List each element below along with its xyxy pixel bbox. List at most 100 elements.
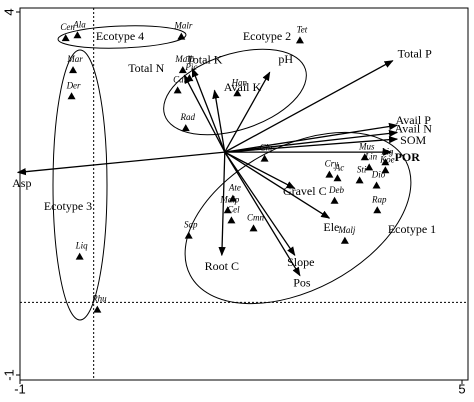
group-label: Ecotype 3	[44, 199, 92, 213]
species-label: Sap	[184, 220, 198, 230]
species-point	[178, 66, 187, 74]
species-label: Ala	[72, 19, 86, 29]
species-point	[333, 174, 342, 182]
species-point	[228, 194, 237, 202]
species-label: Chr	[260, 143, 275, 153]
y-tick-label: -1	[1, 369, 16, 381]
species-point	[372, 181, 381, 189]
species-label: Lin	[364, 151, 378, 161]
group-ellipse	[52, 49, 108, 321]
vector-arrow	[224, 71, 271, 153]
species-point	[173, 86, 182, 94]
vector-label: Avail P	[395, 113, 431, 127]
species-label: Rhu	[91, 294, 107, 304]
species-point	[381, 166, 390, 174]
group-label: Ecotype 1	[388, 222, 436, 236]
species-point	[177, 32, 186, 40]
species-point	[181, 124, 190, 132]
vector-label: SOM	[400, 133, 426, 147]
species-point	[185, 74, 194, 82]
y-tick-label: 4	[1, 8, 16, 15]
x-tick-label: -1	[14, 381, 26, 396]
vector-arrow	[224, 151, 301, 277]
group-ellipse	[184, 131, 412, 305]
species-label: Cel	[227, 204, 240, 214]
species-label: Malp	[219, 194, 239, 204]
vector-arrow	[224, 151, 296, 189]
species-label: Mus	[358, 141, 375, 151]
vector-arrow	[224, 122, 399, 153]
species-point	[260, 154, 269, 162]
vector-label: Asp	[12, 176, 31, 190]
vector-label: POR	[395, 150, 421, 164]
vector-label: Total K	[186, 52, 222, 66]
species-label: Malj	[337, 225, 355, 235]
species-point	[340, 236, 349, 244]
vector-label: Total N	[128, 61, 164, 75]
group-label: Ecotype 4	[96, 29, 144, 43]
vector-arrow	[224, 136, 399, 153]
species-point	[325, 170, 334, 178]
vector-label: Root C	[205, 259, 239, 273]
species-point	[365, 163, 374, 171]
species-label: Ac	[334, 162, 345, 172]
species-point	[73, 31, 82, 39]
species-label: Pic	[184, 62, 197, 72]
vector-label: Avail K	[224, 80, 262, 94]
x-tick-label: 5	[458, 381, 465, 396]
species-point	[249, 224, 258, 232]
vector-arrow	[224, 129, 399, 153]
species-point	[360, 153, 369, 161]
species-label: Ate	[228, 183, 241, 193]
species-point	[295, 36, 304, 44]
group-ellipse	[57, 25, 187, 49]
species-label: Cen	[60, 22, 75, 32]
vector-arrow	[224, 151, 331, 219]
species-point	[330, 196, 339, 204]
vector-label: Pos	[293, 275, 311, 289]
species-point	[223, 206, 232, 214]
species-label: Malb	[174, 54, 194, 64]
species-label: Cry	[325, 159, 339, 169]
vector-arrow	[218, 152, 226, 257]
vector-arrow	[224, 151, 296, 256]
species-point	[381, 158, 390, 166]
vector-label: Avail N	[394, 121, 432, 135]
species-point	[227, 216, 236, 224]
species-point	[184, 231, 193, 239]
vector-arrow	[191, 67, 226, 153]
species-point	[373, 206, 382, 214]
species-label: Koe	[379, 154, 395, 164]
species-point	[355, 176, 364, 184]
species-label: Sti	[357, 164, 367, 174]
group-label: Ecotype 2	[243, 29, 291, 43]
vector-arrow	[16, 151, 225, 176]
group-ellipse	[163, 48, 307, 136]
species-point	[67, 92, 76, 100]
species-point	[233, 89, 242, 97]
species-label: Tet	[297, 24, 308, 34]
vector-label: Ele	[323, 220, 339, 234]
species-point	[69, 66, 78, 74]
species-label: Cal	[173, 74, 187, 84]
vector-label: Total P	[398, 46, 432, 60]
species-label: Lig	[380, 146, 394, 156]
species-label: Rap	[371, 194, 387, 204]
species-label: Mar	[66, 54, 83, 64]
vector-arrow	[183, 74, 226, 153]
vector-arrow	[224, 60, 394, 153]
species-label: Der	[66, 80, 81, 90]
vector-label: pH	[278, 52, 293, 66]
plot-frame	[19, 7, 469, 381]
species-label: Han	[231, 77, 248, 87]
species-label: Dio	[371, 170, 386, 180]
species-point	[93, 305, 102, 313]
species-label: Cmn	[247, 212, 265, 222]
species-label: Rad	[180, 112, 196, 122]
species-label: Liq	[75, 241, 89, 251]
species-label: Deb	[328, 185, 344, 195]
species-point	[75, 252, 84, 260]
species-point	[61, 34, 70, 42]
